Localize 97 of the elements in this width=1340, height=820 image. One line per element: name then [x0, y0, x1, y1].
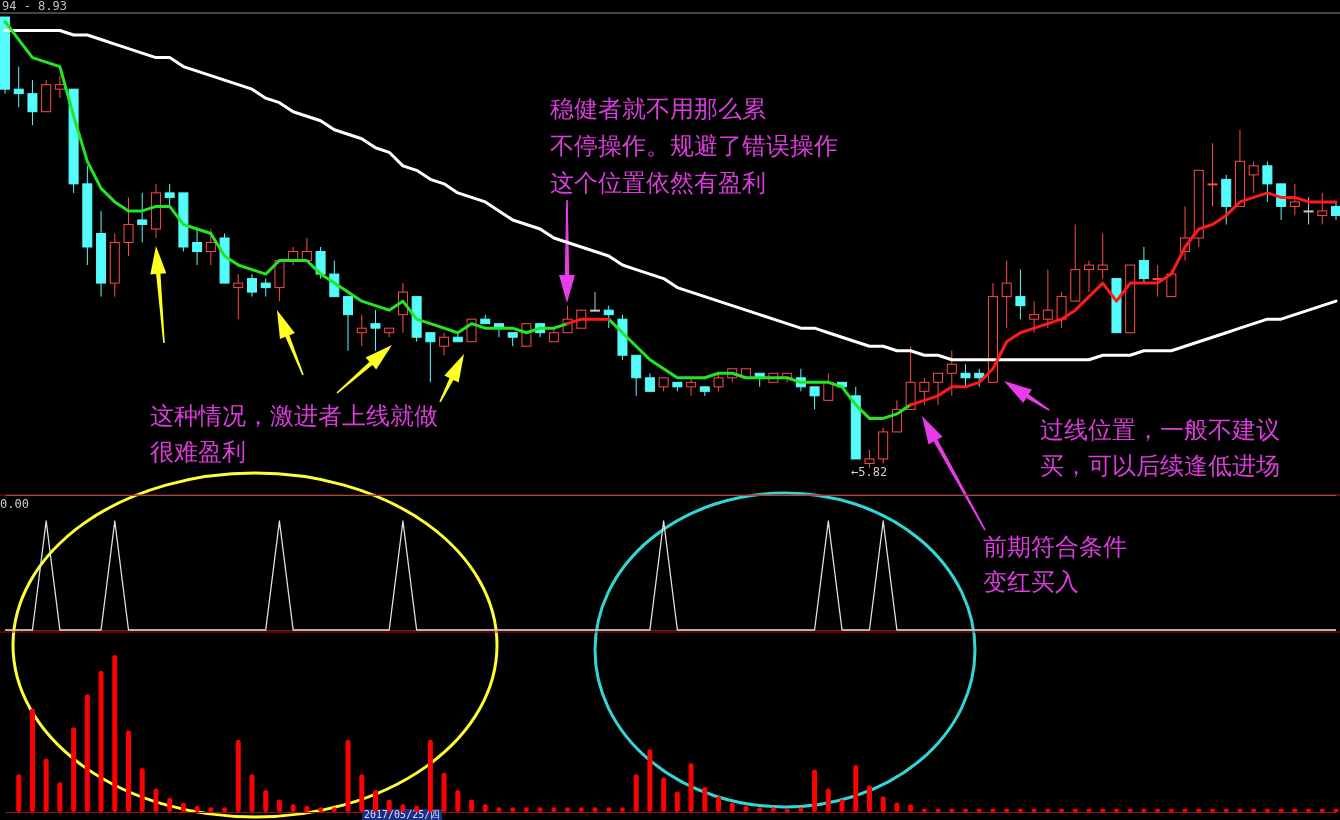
candlestick [425, 332, 436, 383]
candlestick [1001, 260, 1012, 329]
bar [112, 655, 118, 812]
candlestick [631, 354, 642, 397]
annotation: 稳健者就不用那么累 [550, 95, 766, 123]
bar [633, 774, 639, 812]
bar [441, 772, 447, 812]
bar [825, 788, 831, 812]
candlestick [1056, 291, 1067, 329]
bar [386, 799, 392, 812]
annotation: ←5.82 [851, 465, 888, 479]
candlestick [343, 296, 354, 352]
candlestick [27, 79, 38, 126]
candlestick [370, 309, 381, 352]
candlestick [933, 372, 944, 406]
candlestick [1207, 142, 1218, 207]
bar [400, 804, 406, 812]
bar [688, 763, 694, 812]
candlestick [315, 246, 326, 280]
candlestick [137, 192, 148, 243]
bar [427, 739, 433, 812]
candlestick [439, 332, 450, 356]
bar [908, 804, 914, 812]
candlestick [1015, 269, 1026, 320]
bar [880, 796, 886, 812]
candlestick [809, 386, 820, 410]
candlestick [205, 228, 216, 266]
bar [359, 774, 365, 812]
candlestick [1289, 183, 1300, 216]
candlestick [713, 372, 724, 392]
bar [249, 774, 255, 812]
annotation: 买，可以后续逢低进场 [1040, 452, 1280, 480]
candlestick [1317, 192, 1328, 225]
bar [29, 708, 35, 812]
bar [43, 758, 49, 812]
candlestick [54, 75, 65, 99]
candlestick [246, 273, 257, 298]
text: 0.00 [0, 497, 29, 511]
candlestick [644, 372, 655, 392]
bar [71, 727, 77, 812]
candlestick [233, 273, 244, 320]
bar [702, 786, 708, 812]
bar [276, 799, 282, 812]
candlestick [603, 305, 614, 329]
text: 94 - 8.93 [2, 0, 68, 13]
bar [716, 796, 722, 812]
candlestick [960, 363, 971, 388]
bar [290, 804, 296, 812]
bar [153, 788, 159, 812]
annotation: 变红买入 [983, 568, 1079, 596]
candlestick [686, 377, 697, 397]
bar [167, 797, 173, 812]
bar [98, 670, 104, 812]
annotation: 很难盈利 [150, 438, 246, 466]
candlestick [590, 291, 601, 312]
annotation: 前期符合条件 [983, 533, 1127, 561]
annotation: 不停操作。规避了错误操作 [550, 132, 838, 160]
bar [139, 768, 145, 812]
candlestick [1331, 201, 1340, 221]
bar [263, 790, 269, 812]
bar [866, 785, 872, 812]
candlestick [919, 377, 930, 406]
annotation: 这个位置依然有盈利 [550, 169, 766, 197]
bar [16, 774, 22, 812]
candlestick [356, 314, 367, 347]
candlestick [946, 350, 957, 397]
bar [674, 791, 680, 812]
bar [661, 777, 667, 812]
candlestick [13, 66, 24, 108]
bar [469, 799, 475, 812]
candlestick [1303, 196, 1314, 225]
candlestick [864, 449, 875, 469]
bar [84, 694, 90, 812]
candlestick [1152, 264, 1163, 298]
bar [482, 804, 488, 812]
candlestick [123, 196, 134, 257]
candlestick [1248, 160, 1259, 194]
annotation: 这种情况，激进者上线就做 [150, 402, 438, 430]
candlestick [1262, 160, 1273, 203]
candlestick [260, 278, 271, 298]
candlestick [1042, 269, 1053, 329]
candlestick [1097, 232, 1108, 280]
candlestick [1138, 246, 1149, 284]
bar [853, 764, 859, 812]
bar [235, 739, 241, 812]
candlestick [1084, 260, 1095, 293]
bar [126, 730, 131, 812]
annotation: 过线位置，一般不建议 [1040, 416, 1280, 444]
bar [647, 749, 653, 812]
bar [372, 790, 378, 812]
bar [57, 782, 63, 812]
candlestick [164, 183, 175, 207]
bar [812, 769, 818, 812]
bar [345, 739, 351, 812]
candlestick [1029, 300, 1040, 334]
candlestick [192, 228, 203, 266]
bar [455, 790, 461, 812]
